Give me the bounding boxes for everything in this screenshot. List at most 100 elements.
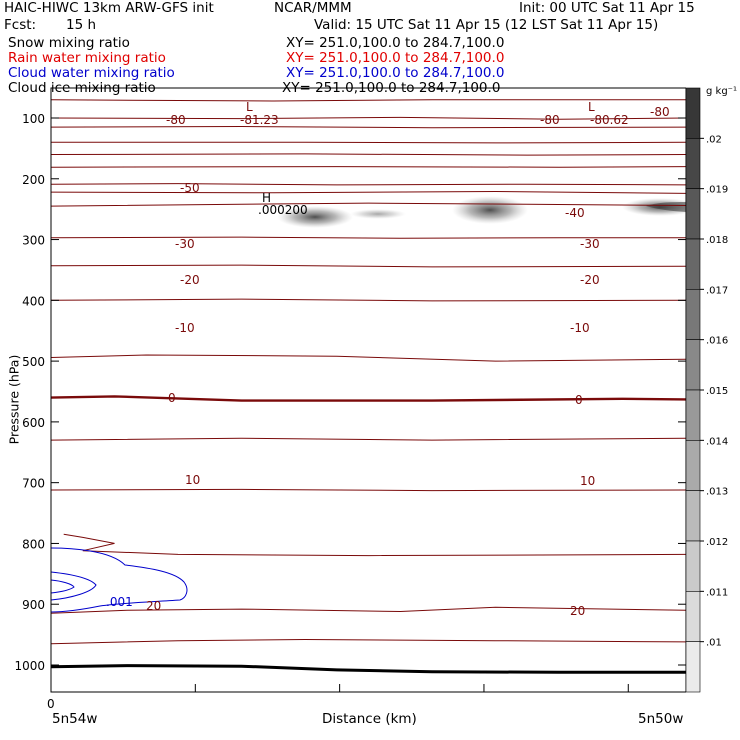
temp-contour-line-p115 [50, 125, 686, 129]
cross-section-plot: -80 -80 -80 -50 -40 -30 -30 -20 -20 -10 -10 0 0 10 10 2… [14, 87, 686, 693]
label-m80-a: -80 [166, 113, 186, 127]
temp-contour-line-p160 [50, 153, 686, 156]
cloud-water-contour-inner [50, 579, 75, 594]
colorbar-label-1: .019 [706, 185, 728, 196]
annotation-2: L [588, 100, 595, 114]
temp-contour-line-m40 [50, 202, 686, 207]
label-m30-b: -30 [580, 237, 600, 251]
annotation-4: H [262, 191, 271, 205]
temp-contour-line-m10 [50, 298, 686, 302]
colorbar-label-4: .016 [706, 336, 728, 347]
x-axis-label: Distance (km) [322, 711, 417, 727]
y-tick-label-500: 500 [22, 355, 45, 369]
label-p10-b: 10 [580, 474, 595, 488]
snow-contour-right [646, 202, 686, 212]
plot-frame [50, 87, 686, 693]
annotation-3: -80.62 [590, 113, 629, 127]
label-m20-b: -20 [580, 273, 600, 287]
colorbar-label-9: .011 [706, 587, 728, 598]
y-tick-label-700: 700 [22, 477, 45, 491]
colorbar-segment-8 [685, 490, 701, 542]
label-m50: -50 [180, 181, 200, 195]
annotation-5: .000200 [258, 203, 308, 217]
y-tick-label-100: 100 [22, 112, 45, 126]
colorbar-label-10: .01 [706, 638, 722, 649]
temp-contour-line-p70 [50, 99, 686, 102]
y-tick-label-200: 200 [22, 173, 45, 187]
temp-contour-line-p225 [50, 190, 686, 194]
label-m80-b: -80 [540, 113, 560, 127]
x-start-label: 0 [47, 697, 55, 711]
colorbar-label-5: .015 [706, 386, 728, 397]
label-m30-a: -30 [175, 237, 195, 251]
snow-shading-1 [277, 206, 353, 228]
title-mid: NCAR/MMM [274, 0, 352, 16]
temp-contour-line-p800 [63, 533, 686, 557]
temp-contour-line-m20 [50, 264, 686, 268]
field-label-cloud-water: Cloud water mixing ratio [8, 65, 175, 81]
colorbar-label-6: .014 [706, 436, 728, 447]
colorbar-segment-9 [685, 540, 701, 592]
colorbar-label-3: .017 [706, 285, 728, 296]
colorbar-segment-2 [685, 188, 701, 240]
colorbar-segment-1 [685, 138, 701, 189]
temperature-contours [50, 99, 686, 674]
valid-time: Valid: 15 UTC Sat 11 Apr 15 (12 LST Sat … [314, 17, 659, 33]
field-xy-rain: XY= 251.0,100.0 to 284.7,100.0 [286, 50, 505, 66]
colorbar-segment-6 [685, 389, 701, 441]
colorbar-label-7: .013 [706, 487, 728, 498]
label-m10-a: -10 [175, 321, 195, 335]
temp-contour-line-p100 [50, 116, 686, 120]
label-m20-a: -20 [180, 273, 200, 287]
snow-shading-3 [452, 196, 528, 224]
temp-contour-line-zero [50, 395, 686, 402]
annotation-6: .001 [106, 595, 133, 609]
label-p20-b: 20 [570, 604, 585, 618]
colorbar-label-0: .02 [706, 134, 722, 145]
x-left-label: 5n54w [52, 711, 98, 727]
temp-contour-line-p180 [50, 166, 686, 168]
colorbar-segment-10 [685, 591, 701, 642]
temp-contour-line-m50 [50, 183, 686, 186]
surface-line [50, 664, 686, 674]
label-m40: -40 [565, 206, 585, 220]
colorbar-segment-0 [685, 87, 701, 139]
y-tick-label-400: 400 [22, 294, 45, 308]
y-axis-label: Pressure (hPa) [6, 354, 22, 445]
title-left: HAIC-HIWC 13km ARW-GFS init [4, 0, 214, 16]
label-zero-b: 0 [575, 393, 583, 407]
label-m80-c: -80 [650, 105, 670, 119]
field-label-snow: Snow mixing ratio [8, 35, 130, 51]
label-m10-b: -10 [570, 321, 590, 335]
annotation-0: L [246, 100, 253, 114]
colorbar-segment-3 [685, 238, 701, 290]
field-xy-snow: XY= 251.0,100.0 to 284.7,100.0 [286, 35, 505, 51]
label-p20-a: 20 [146, 599, 161, 613]
y-tick-label-300: 300 [22, 234, 45, 248]
y-tick-label-900: 900 [22, 598, 45, 612]
x-right-label: 5n50w [638, 711, 684, 727]
cloud-water-contours [50, 547, 188, 613]
temp-contour-line-p20 [50, 606, 686, 614]
colorbar-segment-7 [685, 440, 701, 491]
colorbar-label-2: .018 [706, 235, 728, 246]
annotation-1: -81.23 [240, 113, 279, 127]
snow-shading-2 [350, 209, 406, 219]
init-time: Init: 00 UTC Sat 11 Apr 15 [519, 0, 695, 16]
colorbar-unit: g kg⁻¹ [706, 86, 737, 97]
fcst-label: Fcst: [4, 17, 37, 33]
temp-contour-line-p490 [50, 354, 686, 362]
temp-contour-line-m30 [50, 236, 686, 239]
colorbar-segment-4 [685, 289, 701, 340]
colorbar-label-8: .012 [706, 537, 728, 548]
colorbar-segment-5 [685, 339, 701, 391]
field-xy-cloud-water: XY= 251.0,100.0 to 284.7,100.0 [286, 65, 505, 81]
y-tick-label-600: 600 [22, 416, 45, 430]
temp-contour-line-p960 [50, 638, 686, 645]
fcst-value: 15 h [66, 17, 97, 33]
y-tick-label-800: 800 [22, 537, 45, 551]
label-zero-a: 0 [168, 391, 176, 405]
temp-contour-line-p625 [50, 437, 686, 441]
field-label-rain: Rain water mixing ratio [8, 50, 166, 66]
